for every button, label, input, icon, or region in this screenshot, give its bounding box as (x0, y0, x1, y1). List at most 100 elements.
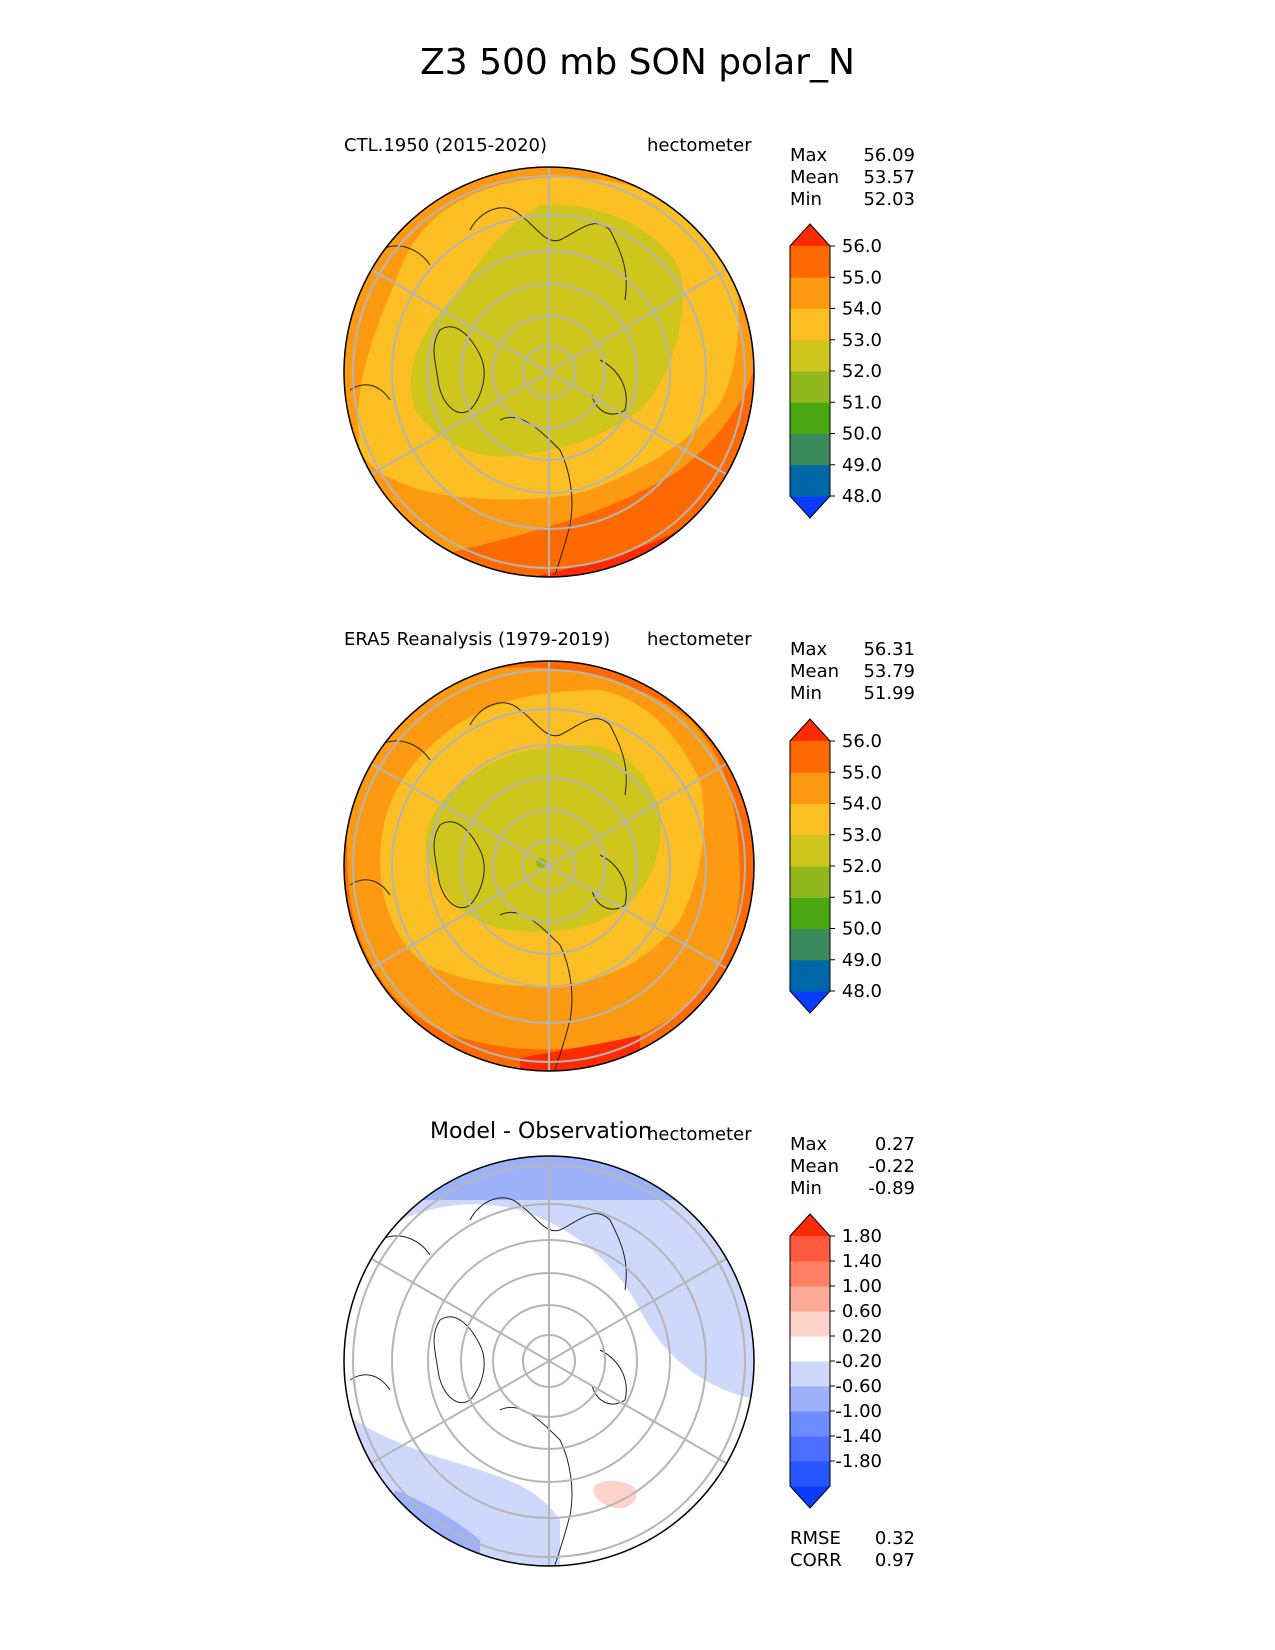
field-band-zero-inner (370, 1235, 730, 1440)
panel-3-colorbar: 1.80 1.40 1.00 0.60 0.20 -0.20 -0.60 -1.00 -1.40… (789, 1213, 882, 1509)
stat-label: Max (790, 145, 828, 166)
stat-value: 0.27 (874, 1134, 915, 1155)
colorbar-tick-label: 1.40 (842, 1251, 882, 1272)
colorbar-swatch (790, 928, 830, 961)
metric-value: 0.97 (874, 1550, 915, 1571)
colorbar-swatch (790, 1336, 830, 1362)
colorbar-tick-label: 56.0 (842, 731, 882, 752)
stat-label: Min (790, 189, 822, 210)
stat-value: 56.09 (863, 145, 915, 166)
stat-label: Mean (790, 661, 840, 682)
stat-value: 53.79 (863, 661, 915, 682)
colorbar-tick-label: 55.0 (842, 762, 882, 783)
colorbar-tick-label: 51.0 (842, 887, 882, 908)
colorbar-tick-label: 54.0 (842, 299, 882, 320)
field-band-neg06-n (344, 1156, 690, 1200)
field-band-55-s (420, 330, 754, 577)
colorbar-swatch (790, 402, 830, 434)
colorbar-swatch (790, 1361, 830, 1387)
colorbar-extend-max (790, 719, 830, 741)
colorbar-swatch (790, 277, 830, 309)
colorbar-swatch (790, 897, 830, 929)
colorbar-swatch (790, 1386, 830, 1412)
colorbar-tick-label: 49.0 (842, 455, 882, 476)
colorbar-swatch (790, 1461, 830, 1487)
field-band-pos02-s (593, 1480, 637, 1509)
colorbar-extend-min (790, 496, 830, 518)
colorbar-tick-label: 49.0 (842, 950, 882, 971)
colorbar-tick-label: 0.20 (842, 1326, 882, 1347)
metric-value: 0.32 (874, 1528, 915, 1549)
stat-value: 52.03 (863, 189, 915, 210)
stat-value: -0.22 (868, 1156, 915, 1177)
metric-label: CORR (790, 1550, 842, 1571)
stat-value: 53.57 (863, 167, 915, 188)
colorbar-tick-label: 53.0 (842, 825, 882, 846)
stat-label: Max (790, 639, 828, 660)
colorbar-tick-label: 50.0 (842, 424, 882, 445)
figure-title: Z3 500 mb SON polar_N (420, 42, 855, 83)
colorbar-tick-label: 51.0 (842, 392, 882, 413)
field-band-52 (411, 204, 683, 457)
stat-value: 56.31 (863, 639, 915, 660)
colorbar-tick-label: 1.80 (842, 1226, 882, 1247)
colorbar-swatch (790, 1411, 830, 1437)
colorbar-tick-label: 52.0 (842, 856, 882, 877)
panel-2-map (344, 661, 754, 1071)
colorbar-tick-label: -1.00 (835, 1401, 882, 1422)
colorbar-swatch (790, 308, 830, 341)
colorbar-tick-label: 48.0 (842, 486, 882, 507)
colorbar-tick-label: -1.40 (835, 1426, 882, 1447)
colorbar-tick-label: 56.0 (842, 236, 882, 257)
colorbar-swatch (790, 371, 830, 403)
colorbar-swatch (790, 339, 830, 372)
colorbar-swatch (790, 866, 830, 898)
stat-value: -0.89 (868, 1178, 915, 1199)
panel-1-boundary (343, 166, 755, 578)
colorbar-extend-max (790, 1214, 830, 1236)
colorbar-swatch (790, 1311, 830, 1337)
stat-value: 51.99 (863, 683, 915, 704)
field-band-neg02-n (344, 1156, 754, 1400)
panel-2-units: hectometer (647, 629, 752, 650)
colorbar-tick-label: -0.20 (835, 1351, 882, 1372)
metric-label: RMSE (790, 1528, 841, 1549)
colorbar-swatch (790, 433, 830, 466)
colorbar-tick-label: 50.0 (842, 919, 882, 940)
panel-1-title: CTL.1950 (2015-2020) (344, 135, 548, 156)
colorbar-tick-label: 54.0 (842, 794, 882, 815)
panel-1-units: hectometer (647, 135, 752, 156)
panel-1-colorbar: 56.0 55.0 54.0 53.0 52.0 51.0 50.0 49.0 48.0 (789, 223, 882, 519)
colorbar-extend-min (790, 991, 830, 1013)
colorbar-tick-label: 53.0 (842, 330, 882, 351)
colorbar-tick-label: 0.60 (842, 1301, 882, 1322)
colorbar-tick-label: -1.80 (835, 1451, 882, 1472)
colorbar-swatch (790, 772, 830, 804)
colorbar-swatch (790, 464, 830, 497)
stat-label: Max (790, 1134, 828, 1155)
panel-3-graticule (352, 1156, 746, 1566)
stat-label: Min (790, 1178, 822, 1199)
colorbar-swatch (790, 1436, 830, 1462)
panel-3-coastlines (349, 1197, 627, 1566)
colorbar-tick-label: 55.0 (842, 267, 882, 288)
panel-2-title: ERA5 Reanalysis (1979-2019) (344, 629, 611, 650)
panel-2-boundary (343, 660, 755, 1072)
colorbar-swatch (790, 1236, 830, 1262)
colorbar-tick-label: 52.0 (842, 361, 882, 382)
colorbar-extend-max (790, 224, 830, 246)
colorbar-extend-min (790, 1486, 830, 1508)
panel-3-boundary (343, 1155, 755, 1567)
colorbar-swatch (790, 959, 830, 992)
colorbar-tick-label: 48.0 (842, 981, 882, 1002)
colorbar-swatch (790, 246, 830, 278)
colorbar-tick-label: 1.00 (842, 1276, 882, 1297)
panel-3-units: hectometer (647, 1124, 752, 1145)
colorbar-tick-label: -0.60 (835, 1376, 882, 1397)
colorbar-swatch (790, 803, 830, 836)
colorbar-swatch (790, 834, 830, 867)
colorbar-swatch (790, 741, 830, 773)
stat-label: Min (790, 683, 822, 704)
panel-2-colorbar: 56.0 55.0 54.0 53.0 52.0 51.0 50.0 49.0 48.0 (789, 718, 882, 1014)
